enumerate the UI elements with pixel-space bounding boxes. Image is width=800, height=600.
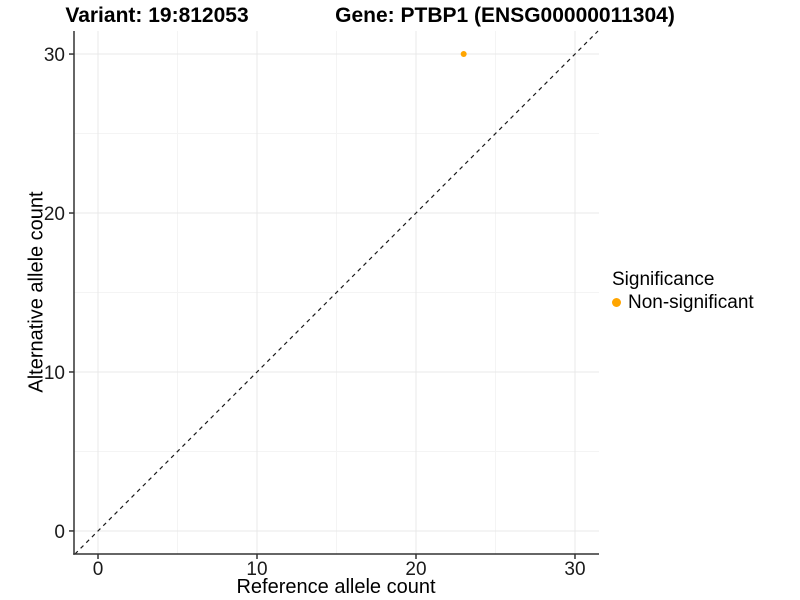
x-tick-label: 0 bbox=[93, 559, 104, 580]
y-tick-label: 0 bbox=[54, 522, 65, 543]
data-point bbox=[460, 51, 467, 58]
legend-title: Significance bbox=[612, 269, 715, 290]
y-tick-label: 10 bbox=[44, 363, 65, 384]
y-tick-label: 30 bbox=[44, 45, 65, 66]
identity-line bbox=[74, 30, 599, 555]
x-tick-label: 30 bbox=[564, 559, 585, 580]
variant-title: Variant: 19:812053 bbox=[65, 4, 249, 27]
legend: Significance Non-significant bbox=[612, 269, 754, 313]
x-axis-title: Reference allele count bbox=[236, 576, 436, 598]
x-tick-label: 20 bbox=[405, 559, 426, 580]
legend-point-icon bbox=[612, 298, 621, 307]
legend-item: Non-significant bbox=[612, 292, 754, 313]
y-tick-label: 20 bbox=[44, 204, 65, 225]
gene-title: Gene: PTBP1 (ENSG00000011304) bbox=[335, 4, 675, 27]
x-tick-label: 10 bbox=[246, 559, 267, 580]
legend-item-label: Non-significant bbox=[628, 292, 754, 313]
